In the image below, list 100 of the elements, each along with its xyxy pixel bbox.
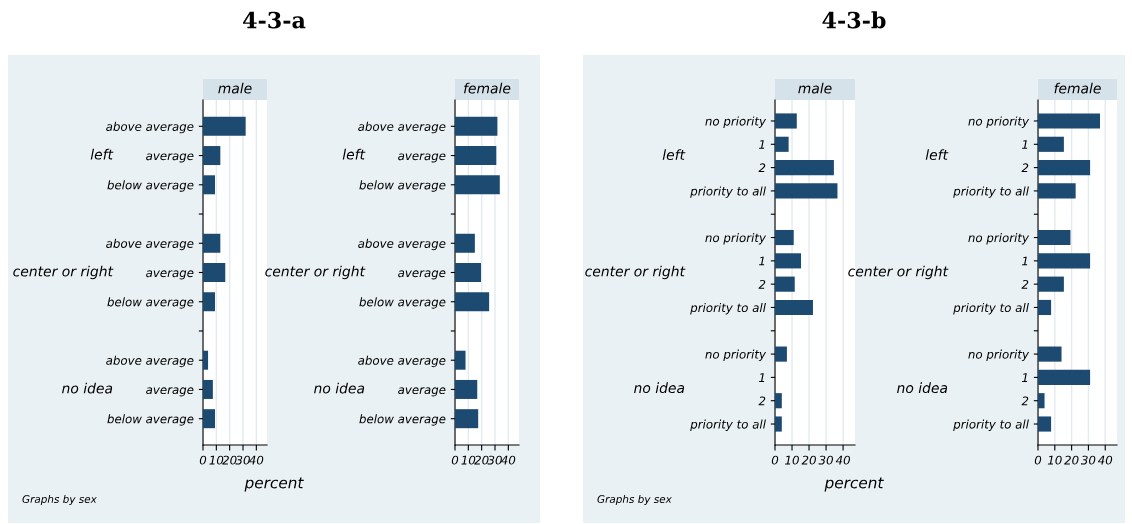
bar (1038, 299, 1052, 316)
bar (455, 263, 481, 282)
y-tick-label: 1 (759, 256, 765, 266)
text: left (342, 148, 366, 160)
y-tick-label: average (146, 153, 194, 163)
bar (203, 350, 209, 370)
y-tick-label: above average (358, 238, 446, 251)
chart-title: 4-3-b (822, 11, 886, 29)
bar (455, 233, 475, 253)
bar (775, 299, 813, 316)
y-tick-label: 1 (759, 373, 765, 382)
y-tick-label: 1 (759, 140, 765, 149)
y-tick-label: above average (106, 355, 194, 368)
bar (455, 350, 466, 370)
y-tick-label: 2 (1021, 279, 1029, 289)
bar (1038, 416, 1052, 432)
x-tick-label: 10 (1047, 455, 1062, 465)
bar (455, 116, 498, 136)
x-tick-label: 10 (785, 455, 799, 465)
y-tick-label: priority to all (953, 186, 1029, 198)
x-tick-label: 40 (1097, 455, 1113, 465)
x-tick-label: 20 (801, 455, 816, 465)
y-tick-label: 2 (758, 279, 766, 289)
x-tick-label: 40 (835, 455, 850, 465)
text: left (90, 148, 114, 160)
bar (775, 136, 789, 152)
y-tick-label: priority to all (690, 302, 766, 315)
bar (203, 175, 215, 195)
y-tick-label: average (146, 387, 194, 397)
text: center or right (585, 265, 686, 280)
bar (1038, 160, 1091, 176)
y-tick-label: 2 (1021, 396, 1029, 406)
bar (1038, 346, 1062, 362)
bar (203, 409, 215, 429)
y-tick-label: below average (359, 180, 446, 192)
y-tick-label: no priority (705, 349, 767, 362)
text: no idea (62, 382, 113, 394)
text: no idea (634, 382, 685, 394)
y-tick-label: priority to all (953, 302, 1029, 315)
text: left (925, 149, 949, 160)
x-tick-label: 0 (1034, 455, 1042, 465)
x-tick-label: 10 (209, 455, 224, 465)
y-tick-label: 2 (1021, 163, 1029, 173)
y-tick-label: no priority (968, 233, 1030, 245)
y-tick-label: no priority (705, 233, 767, 245)
bar (1038, 369, 1091, 385)
y-tick-label: below average (107, 297, 194, 309)
bar (1038, 229, 1071, 246)
y-tick-label: no priority (968, 116, 1030, 128)
bar (1038, 276, 1064, 292)
bar (1038, 113, 1101, 129)
bar (775, 393, 782, 409)
bar (203, 146, 221, 166)
x-tick-label: 10 (461, 455, 476, 465)
bar (203, 116, 246, 136)
y-tick-label: average (398, 387, 446, 397)
text: Graphs by sex (22, 494, 97, 506)
bar (455, 409, 479, 429)
bar (775, 253, 802, 269)
x-tick-label: 20 (474, 455, 489, 465)
x-tick-label: 40 (501, 455, 516, 465)
bar (775, 183, 838, 199)
x-tick-label: 30 (235, 455, 250, 465)
y-tick-label: no priority (968, 349, 1030, 362)
y-tick-label: 1 (1022, 256, 1028, 266)
y-tick-label: below average (359, 297, 446, 309)
annotation: center or right (265, 265, 366, 280)
y-tick-label: below average (107, 414, 194, 426)
bar (775, 276, 795, 292)
y-tick-label: average (398, 270, 446, 280)
text: no idea (897, 382, 948, 394)
bar (1038, 393, 1045, 409)
x-tick-label: 0 (771, 455, 779, 465)
y-tick-label: priority to all (690, 186, 766, 198)
x-tick-label: 30 (487, 455, 502, 465)
chart-subtitle: male (798, 82, 832, 94)
chart-subtitle: female (1054, 82, 1101, 94)
bar (775, 113, 797, 129)
bar (203, 292, 215, 312)
bar (203, 263, 226, 282)
x-tick-label: 20 (1064, 455, 1079, 465)
bar (203, 233, 221, 253)
y-tick-label: priority to all (690, 419, 766, 431)
text: no idea (314, 382, 365, 394)
x-axis-title: percent (824, 477, 884, 492)
y-tick-label: average (398, 153, 446, 163)
y-tick-label: below average (359, 414, 446, 426)
chart-subtitle: male (218, 82, 252, 94)
annotation: center or right (848, 265, 949, 280)
x-tick-label: 30 (818, 455, 833, 465)
y-tick-label: 2 (758, 396, 766, 406)
bar (1038, 253, 1091, 269)
x-tick-label: 40 (249, 455, 264, 465)
text: Graphs by sex (597, 494, 672, 506)
y-tick-label: above average (358, 121, 446, 134)
x-axis-title: percent (244, 477, 304, 492)
bar (455, 292, 490, 312)
chart-title: 4-3-a (243, 11, 306, 29)
y-tick-label: below average (107, 180, 194, 192)
x-tick-label: 0 (451, 455, 459, 465)
